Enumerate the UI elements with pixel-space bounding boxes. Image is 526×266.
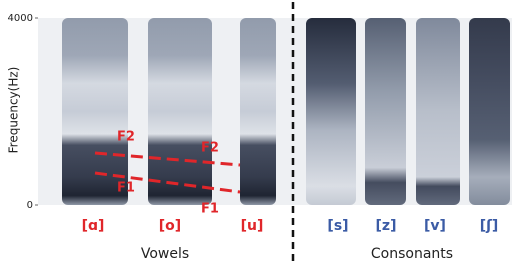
spectrogram-segment	[240, 18, 276, 205]
spectrogram-segment	[306, 18, 356, 205]
chart: Frequency(Hz) 0 4000 [ɑ] [o] [u] Vowels [s] [z]…	[0, 0, 526, 266]
spectrogram-segment	[365, 18, 406, 205]
y-tick-label: 0	[27, 200, 33, 211]
group-label: Consonants	[371, 246, 453, 262]
formant-label: F1	[117, 181, 135, 196]
spectrogram-segment	[148, 18, 212, 205]
y-tick-label: 4000	[8, 13, 33, 24]
segment-label: [ɑ]	[82, 218, 105, 234]
formant-label: F1	[201, 202, 219, 217]
spectrogram-segment	[469, 18, 510, 205]
segment-label: [z]	[376, 218, 397, 234]
segment-label: [s]	[327, 218, 348, 234]
segment-label: [o]	[159, 218, 181, 234]
segment-label: [ʃ]	[480, 218, 499, 234]
formant-label: F2	[117, 130, 135, 145]
segment-label: [u]	[241, 218, 264, 234]
spectrogram-segment	[416, 18, 460, 205]
y-axis-label: Frequency(Hz)	[7, 67, 21, 154]
segment-label: [v]	[424, 218, 446, 234]
formant-label: F2	[201, 141, 219, 156]
page: Frequency(Hz) 0 4000 [ɑ] [o] [u] Vowels [s] [z]…	[0, 0, 526, 266]
group-label: Vowels	[141, 246, 189, 262]
